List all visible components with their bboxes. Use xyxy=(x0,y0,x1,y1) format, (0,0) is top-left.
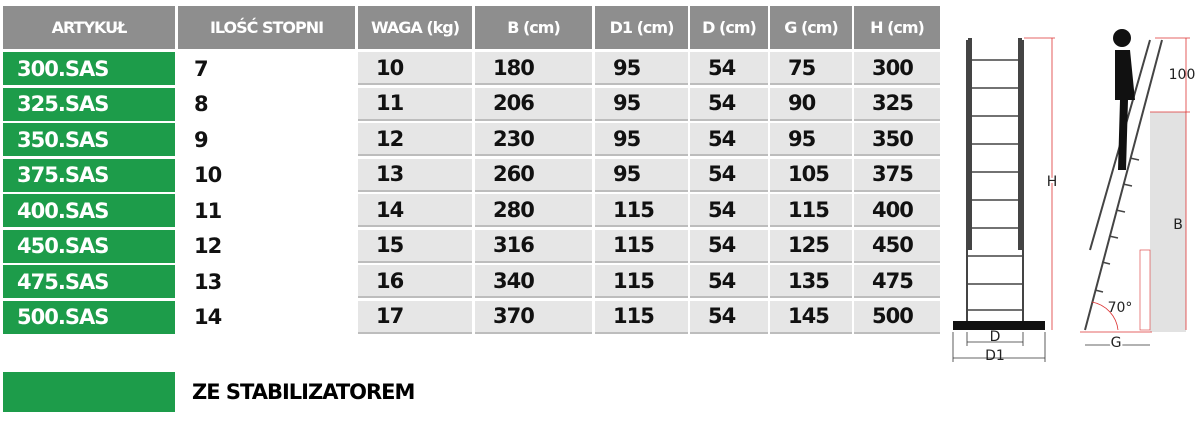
table-cell: 54 xyxy=(690,265,768,298)
table-cell: 115 xyxy=(595,300,688,334)
table-cell: 95 xyxy=(770,123,852,156)
legend-swatch xyxy=(3,372,175,412)
article-code: 450.SAS xyxy=(3,229,175,263)
table-cell: 95 xyxy=(595,52,688,85)
table-cell: 340 xyxy=(475,265,592,298)
table-cell: 325 xyxy=(854,87,940,121)
column-header: B (cm) xyxy=(475,6,592,49)
table-cell: 280 xyxy=(475,194,592,227)
table-cell: 370 xyxy=(475,300,592,334)
table-cell: 54 xyxy=(690,87,768,121)
table-cell: 14 xyxy=(358,194,472,227)
table-cell: 12 xyxy=(178,229,355,263)
table-cell: 13 xyxy=(178,265,355,298)
column-header: D (cm) xyxy=(690,6,768,49)
table-cell: 11 xyxy=(358,87,472,121)
table-cell: 8 xyxy=(178,87,355,121)
table-cell: 54 xyxy=(690,229,768,263)
table-cell: 10 xyxy=(358,52,472,85)
table-cell: 14 xyxy=(178,300,355,334)
table-cell: 16 xyxy=(358,265,472,298)
table-cell: 12 xyxy=(358,123,472,156)
table-cell: 300 xyxy=(854,52,940,85)
table-cell: 115 xyxy=(595,229,688,263)
article-code: 325.SAS xyxy=(3,87,175,121)
table-cell: 115 xyxy=(770,194,852,227)
table-cell: 350 xyxy=(854,123,940,156)
dim-label-h: H xyxy=(1047,174,1058,190)
dim-label-g: G xyxy=(1111,335,1122,351)
table-cell: 145 xyxy=(770,300,852,334)
column-header: ILOŚĆ STOPNI xyxy=(178,6,355,49)
column-header: D1 (cm) xyxy=(595,6,688,49)
column-header: H (cm) xyxy=(854,6,940,49)
column-header: G (cm) xyxy=(770,6,852,49)
table-cell: 9 xyxy=(178,123,355,156)
table-cell: 375 xyxy=(854,158,940,192)
table-cell: 450 xyxy=(854,229,940,263)
table-cell: 54 xyxy=(690,123,768,156)
table-cell: 206 xyxy=(475,87,592,121)
table-cell: 54 xyxy=(690,52,768,85)
table-cell: 260 xyxy=(475,158,592,192)
table-cell: 95 xyxy=(595,87,688,121)
article-code: 400.SAS xyxy=(3,194,175,227)
table-cell: 75 xyxy=(770,52,852,85)
legend-label: ZE STABILIZATOREM xyxy=(192,380,415,404)
table-cell: 7 xyxy=(178,52,355,85)
dim-label-top: 100 xyxy=(1169,67,1196,83)
table-cell: 95 xyxy=(595,158,688,192)
table-cell: 95 xyxy=(595,123,688,156)
table-cell: 115 xyxy=(595,265,688,298)
table-cell: 500 xyxy=(854,300,940,334)
article-code: 300.SAS xyxy=(3,52,175,85)
column-header: ARTYKUŁ xyxy=(3,6,175,49)
table-cell: 230 xyxy=(475,123,592,156)
table-cell: 54 xyxy=(690,158,768,192)
table-cell: 316 xyxy=(475,229,592,263)
dim-label-b: B xyxy=(1173,217,1183,233)
table-cell: 115 xyxy=(595,194,688,227)
table-cell: 105 xyxy=(770,158,852,192)
table-cell: 54 xyxy=(690,300,768,334)
table-cell: 17 xyxy=(358,300,472,334)
table-cell: 180 xyxy=(475,52,592,85)
ladder-diagram: D D1 H B G 100 70° xyxy=(952,29,1196,364)
column-header: WAGA (kg) xyxy=(358,6,472,49)
table-cell: 10 xyxy=(178,158,355,192)
table-cell: 475 xyxy=(854,265,940,298)
table-cell: 54 xyxy=(690,194,768,227)
dim-label-d: D xyxy=(990,329,1001,345)
table-cell: 90 xyxy=(770,87,852,121)
article-code: 375.SAS xyxy=(3,158,175,192)
table-cell: 13 xyxy=(358,158,472,192)
article-code: 350.SAS xyxy=(3,123,175,156)
table-cell: 125 xyxy=(770,229,852,263)
article-code: 500.SAS xyxy=(3,300,175,334)
table-cell: 135 xyxy=(770,265,852,298)
dim-label-d1: D1 xyxy=(985,348,1005,364)
angle-label: 70° xyxy=(1108,300,1133,316)
article-code: 475.SAS xyxy=(3,265,175,298)
table-cell: 15 xyxy=(358,229,472,263)
table-cell: 11 xyxy=(178,194,355,227)
table-cell: 400 xyxy=(854,194,940,227)
